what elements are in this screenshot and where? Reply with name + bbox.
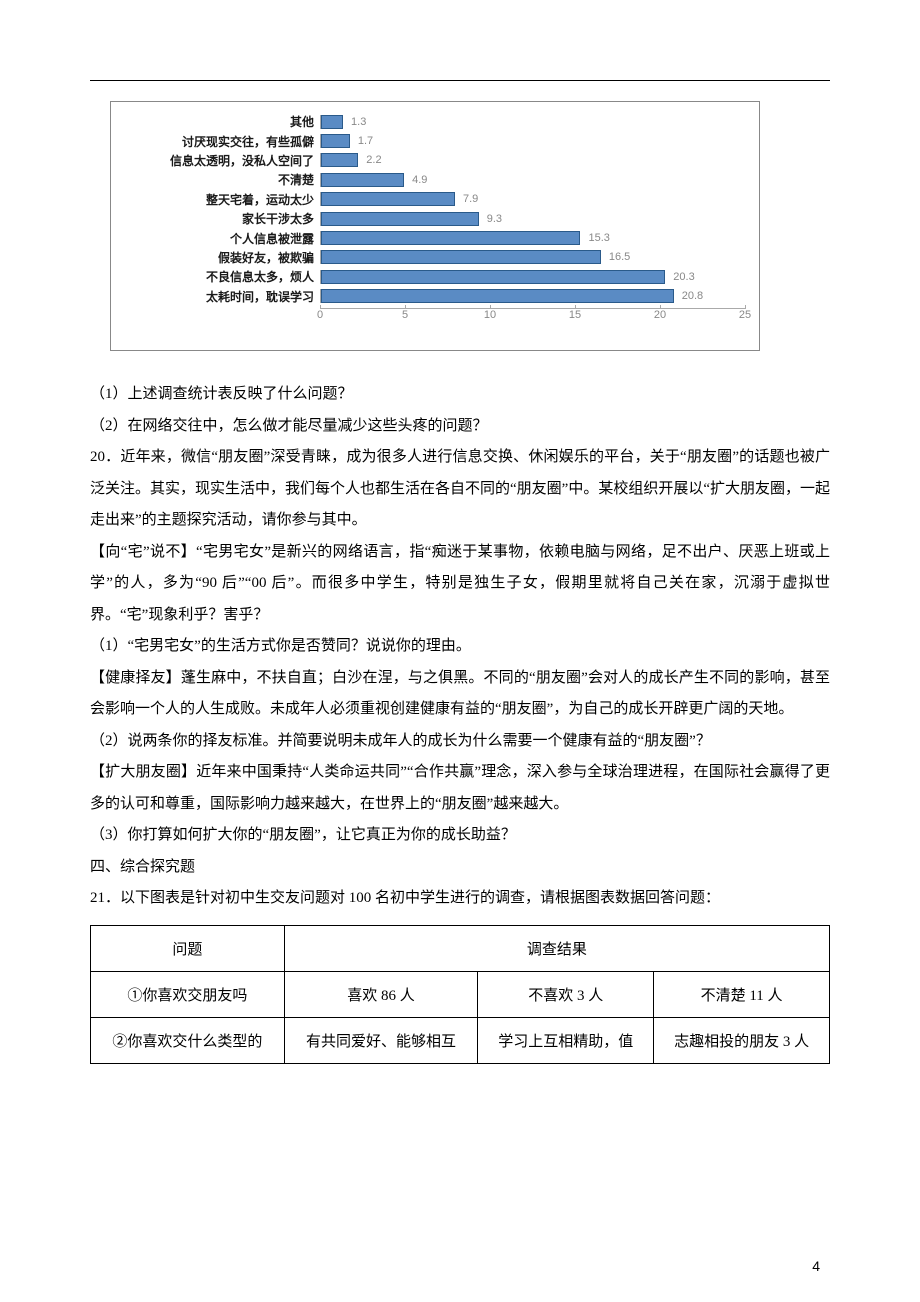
chart-value-label: 7.9 xyxy=(463,193,478,205)
chart-bar xyxy=(321,289,674,303)
chart-bar xyxy=(321,250,601,264)
chart-bar-zone: 7.9 xyxy=(320,192,745,206)
chart-bar-zone: 20.3 xyxy=(320,270,745,284)
chart-row: 不良信息太多，烦人 20.3 xyxy=(125,267,745,286)
chart-tick-label: 20 xyxy=(654,309,666,321)
chart-tick-label: 15 xyxy=(569,309,581,321)
chart-value-label: 20.3 xyxy=(673,271,694,283)
question-19-2: （2）在网络交往中，怎么做才能尽量减少这些头疼的问题？ xyxy=(90,411,830,443)
question-20-2: （2）说两条你的择友标准。并简要说明未成年人的成长为什么需要一个健康有益的“朋友… xyxy=(90,726,830,758)
table-cell: 学习上互相精助，值 xyxy=(478,1017,654,1063)
chart-x-axis: 0510152025 xyxy=(125,308,745,324)
chart-value-label: 9.3 xyxy=(487,213,502,225)
chart-category-label: 整天宅着，运动太少 xyxy=(125,191,320,208)
table-cell: 不清楚 11 人 xyxy=(654,971,830,1017)
chart-row: 其他 1.3 xyxy=(125,112,745,131)
table-cell: 志趣相投的朋友 3 人 xyxy=(654,1017,830,1063)
chart-value-label: 2.2 xyxy=(366,154,381,166)
chart-row: 讨厌现实交往，有些孤僻 1.7 xyxy=(125,132,745,151)
chart-value-label: 1.7 xyxy=(358,135,373,147)
chart-value-label: 20.8 xyxy=(682,290,703,302)
chart-bar-zone: 20.8 xyxy=(320,289,745,303)
paragraph-20-zhai: 【向“宅”说不】“宅男宅女”是新兴的网络语言，指“痴迷于某事物，依赖电脑与网络，… xyxy=(90,537,830,632)
chart-bar xyxy=(321,231,580,245)
chart-tick-label: 10 xyxy=(484,309,496,321)
chart-category-label: 信息太透明，没私人空间了 xyxy=(125,152,320,169)
question-20-1: （1）“宅男宅女”的生活方式你是否赞同？说说你的理由。 xyxy=(90,631,830,663)
chart-category-label: 个人信息被泄露 xyxy=(125,230,320,247)
table-row: ②你喜欢交什么类型的 有共同爱好、能够相互 学习上互相精助，值 志趣相投的朋友 … xyxy=(91,1017,830,1063)
chart-row: 信息太透明，没私人空间了 2.2 xyxy=(125,151,745,170)
table-cell: 有共同爱好、能够相互 xyxy=(284,1017,478,1063)
chart-bar xyxy=(321,192,455,206)
paragraph-20-health: 【健康择友】蓬生麻中，不扶自直；白沙在涅，与之俱黑。不同的“朋友圈”会对人的成长… xyxy=(90,663,830,726)
chart-bar-zone: 4.9 xyxy=(320,173,745,187)
chart-value-label: 4.9 xyxy=(412,174,427,186)
chart-row: 家长干涉太多 9.3 xyxy=(125,209,745,228)
chart-bar-zone: 1.3 xyxy=(320,115,745,129)
chart-value-label: 15.3 xyxy=(588,232,609,244)
chart-bar xyxy=(321,134,350,148)
table-cell: ②你喜欢交什么类型的 xyxy=(91,1017,285,1063)
chart-tick-label: 0 xyxy=(317,309,323,321)
paragraph-20-expand: 【扩大朋友圈】近年来中国秉持“人类命运共同”“合作共赢”理念，深入参与全球治理进… xyxy=(90,757,830,820)
question-19-1: （1）上述调查统计表反映了什么问题？ xyxy=(90,379,830,411)
chart-value-label: 1.3 xyxy=(351,116,366,128)
chart-category-label: 不清楚 xyxy=(125,171,320,188)
top-horizontal-rule xyxy=(90,80,830,81)
section-4-heading: 四、综合探究题 xyxy=(90,852,830,884)
question-21-intro: 21．以下图表是针对初中生交友问题对 100 名初中学生进行的调查，请根据图表数… xyxy=(90,883,830,915)
chart-bars-area: 其他 1.3 讨厌现实交往，有些孤僻 1.7 信息太透明，没私人空间了 2.2 不清楚 4.9… xyxy=(125,112,745,306)
question-20-3: （3）你打算如何扩大你的“朋友圈”，让它真正为你的成长助益？ xyxy=(90,820,830,852)
table-header-question: 问题 xyxy=(91,925,285,971)
paragraph-20-intro: 20．近年来，微信“朋友圈”深受青睐，成为很多人进行信息交换、休闲娱乐的平台，关… xyxy=(90,442,830,537)
chart-row: 不清楚 4.9 xyxy=(125,170,745,189)
chart-row: 整天宅着，运动太少 7.9 xyxy=(125,190,745,209)
table-header-row: 问题 调查结果 xyxy=(91,925,830,971)
table-row: ①你喜欢交朋友吗 喜欢 86 人 不喜欢 3 人 不清楚 11 人 xyxy=(91,971,830,1017)
chart-tick-label: 5 xyxy=(402,309,408,321)
table-header-result: 调查结果 xyxy=(284,925,829,971)
chart-row: 个人信息被泄露 15.3 xyxy=(125,229,745,248)
page-number: 4 xyxy=(812,1258,820,1274)
table-cell: 喜欢 86 人 xyxy=(284,971,478,1017)
chart-bar xyxy=(321,173,404,187)
chart-row: 太耗时间，耽误学习 20.8 xyxy=(125,287,745,306)
chart-category-label: 家长干涉太多 xyxy=(125,210,320,227)
chart-tick-label: 25 xyxy=(739,309,751,321)
chart-row: 假装好友，被欺骗 16.5 xyxy=(125,248,745,267)
chart-bar-zone: 15.3 xyxy=(320,231,745,245)
chart-bar xyxy=(321,153,358,167)
survey-table: 问题 调查结果 ①你喜欢交朋友吗 喜欢 86 人 不喜欢 3 人 不清楚 11 … xyxy=(90,925,830,1064)
chart-bar xyxy=(321,115,343,129)
chart-category-label: 假装好友，被欺骗 xyxy=(125,249,320,266)
table-cell: 不喜欢 3 人 xyxy=(478,971,654,1017)
chart-bar xyxy=(321,270,665,284)
chart-category-label: 讨厌现实交往，有些孤僻 xyxy=(125,133,320,150)
table-cell: ①你喜欢交朋友吗 xyxy=(91,971,285,1017)
chart-bar-zone: 9.3 xyxy=(320,212,745,226)
chart-bar-zone: 2.2 xyxy=(320,153,745,167)
survey-bar-chart: 其他 1.3 讨厌现实交往，有些孤僻 1.7 信息太透明，没私人空间了 2.2 不清楚 4.9… xyxy=(110,101,760,351)
chart-bar-zone: 16.5 xyxy=(320,250,745,264)
chart-bar xyxy=(321,212,479,226)
chart-category-label: 太耗时间，耽误学习 xyxy=(125,288,320,305)
chart-category-label: 不良信息太多，烦人 xyxy=(125,268,320,285)
chart-value-label: 16.5 xyxy=(609,251,630,263)
chart-bar-zone: 1.7 xyxy=(320,134,745,148)
chart-category-label: 其他 xyxy=(125,113,320,130)
